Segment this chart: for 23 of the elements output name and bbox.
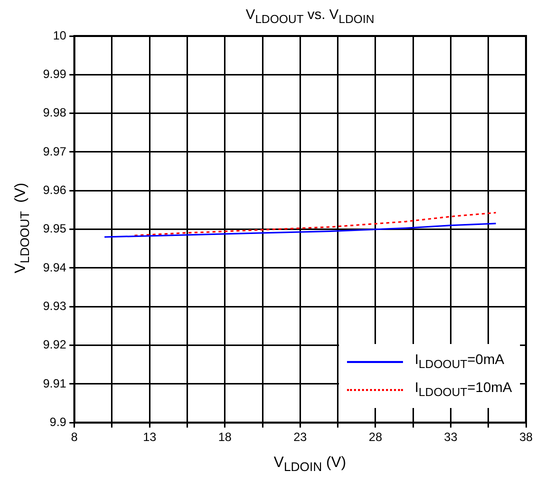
- y-tick-label: 9.95: [42, 222, 67, 236]
- y-tick-label: 9.99: [42, 66, 67, 81]
- chart-title: V$_{LDOOUT}$ vs. V$_{LDOIN}$: [244, 6, 376, 26]
- y-tick-label: 9.93: [42, 298, 67, 313]
- x-tick-label: 33: [444, 430, 458, 444]
- line-series: [134, 212, 497, 236]
- x-tick-label: 28: [368, 430, 382, 444]
- y-tick-label: 9.94: [42, 260, 67, 274]
- x-tick-label: 23: [294, 430, 308, 444]
- x-axis-title: V$_{LDOIN}$ (V): [272, 454, 348, 474]
- x-tick-label: 13: [142, 430, 157, 444]
- y-tick-label: 9.96: [42, 182, 67, 197]
- y-tick-label: 9.97: [42, 144, 67, 158]
- legend-label: I$_{LDOOUT}$=0mA: [414, 350, 504, 374]
- legend-label: I$_{LDOOUT}$=10mA: [414, 378, 512, 401]
- y-tick-label: 9.91: [42, 376, 67, 390]
- y-tick-label: 9.9: [50, 414, 67, 429]
- x-tick-label: 8: [71, 430, 78, 444]
- x-tick-label: 18: [218, 430, 232, 444]
- y-tick-label: 10: [52, 28, 67, 42]
- y-tick-label: 9.98: [42, 106, 67, 120]
- x-tick-label: 38: [519, 430, 533, 444]
- y-tick-label: 9.92: [42, 338, 67, 352]
